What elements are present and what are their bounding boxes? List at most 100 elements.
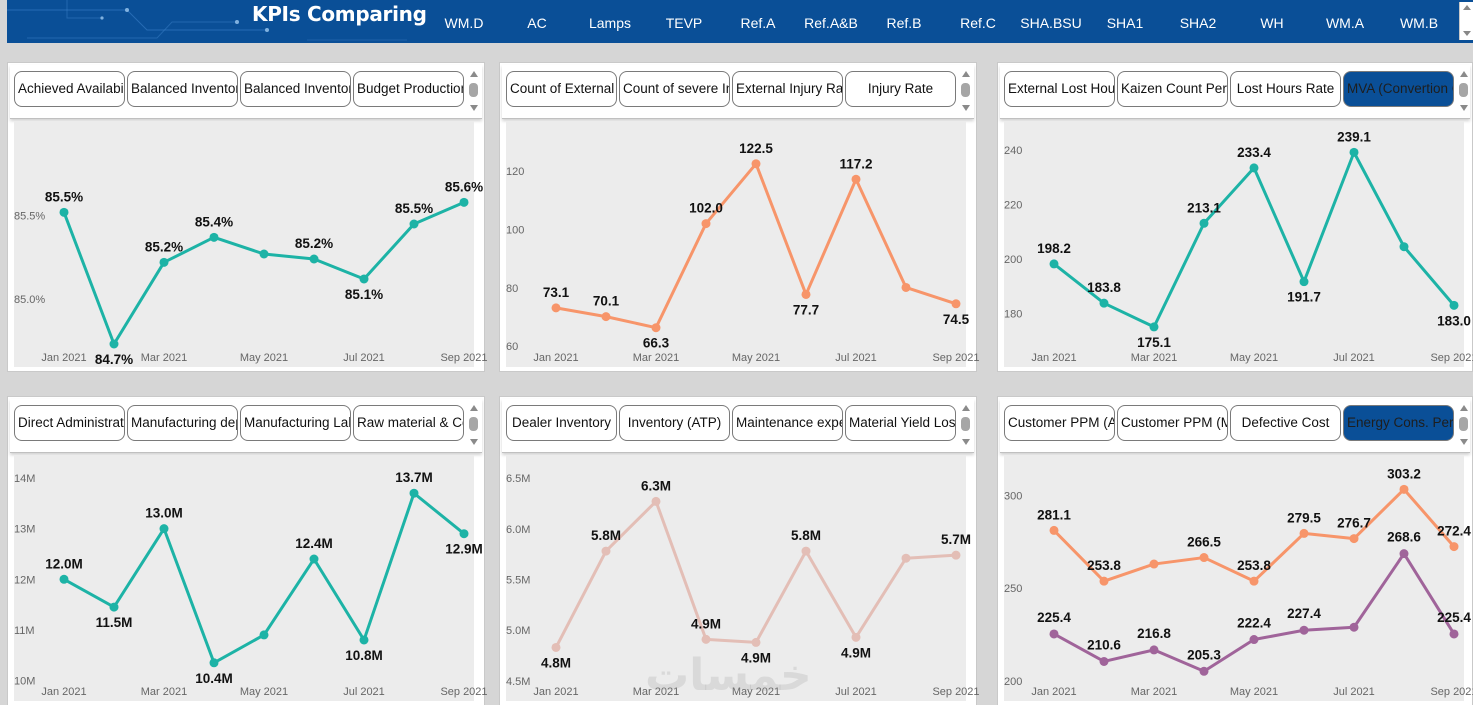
nav-button-ref-a[interactable]: Ref.A (740, 15, 776, 31)
data-point[interactable] (601, 312, 611, 322)
data-point[interactable] (1449, 300, 1459, 310)
slicer-chip[interactable]: Count of severe Inju (619, 71, 730, 107)
nav-button-wm-d[interactable]: WM.D (444, 15, 484, 31)
slicer-scrollbar[interactable] (468, 403, 480, 447)
data-point[interactable] (109, 602, 119, 612)
nav-button-ac[interactable]: AC (527, 15, 547, 31)
data-point[interactable] (59, 207, 69, 217)
nav-button-lamps[interactable]: Lamps (588, 15, 632, 31)
data-point[interactable] (1299, 528, 1309, 538)
scroll-thumb[interactable] (961, 417, 970, 431)
data-point[interactable] (1049, 629, 1059, 639)
nav-scrollbar[interactable] (1459, 2, 1473, 40)
nav-button-sha2[interactable]: SHA2 (1179, 15, 1217, 31)
data-point[interactable] (259, 630, 269, 640)
slicer-chip[interactable]: Injury Rate (845, 71, 956, 107)
data-point[interactable] (409, 219, 419, 229)
slicer-chip[interactable]: Manufacturing Labo (240, 405, 351, 441)
slicer-chip[interactable]: Balanced Inventory (240, 71, 351, 107)
scroll-down-icon[interactable] (1463, 31, 1471, 36)
nav-button-sha-bsu[interactable]: SHA.BSU (1020, 15, 1082, 31)
scroll-up-icon[interactable] (962, 405, 970, 411)
data-point[interactable] (409, 488, 419, 498)
data-point[interactable] (651, 323, 661, 333)
data-point[interactable] (1199, 553, 1209, 563)
scroll-up-icon[interactable] (470, 71, 478, 77)
slicer-chip[interactable]: External Injury Rate (732, 71, 843, 107)
scroll-down-icon[interactable] (962, 105, 970, 111)
data-point[interactable] (851, 174, 861, 184)
data-point[interactable] (901, 553, 911, 563)
data-point[interactable] (1199, 218, 1209, 228)
nav-button-tevp[interactable]: TEVP (665, 15, 703, 31)
data-point[interactable] (1149, 322, 1159, 332)
data-point[interactable] (159, 524, 169, 534)
slicer-chip[interactable]: Dealer Inventory (506, 405, 617, 441)
data-point[interactable] (801, 546, 811, 556)
data-point[interactable] (459, 197, 469, 207)
data-point[interactable] (1049, 259, 1059, 269)
data-point[interactable] (1449, 542, 1459, 552)
data-point[interactable] (1099, 298, 1109, 308)
nav-button-wh[interactable]: WH (1260, 15, 1284, 31)
scroll-thumb[interactable] (1459, 83, 1468, 97)
slicer-chip[interactable]: Manufacturing depr (127, 405, 238, 441)
data-point[interactable] (209, 658, 219, 668)
data-point[interactable] (801, 289, 811, 299)
slicer-chip[interactable]: Maintenance exper (732, 405, 843, 441)
scroll-up-icon[interactable] (470, 405, 478, 411)
slicer-chip[interactable]: Defective Cost (1230, 405, 1341, 441)
data-point[interactable] (751, 637, 761, 647)
nav-button-wm-a[interactable]: WM.A (1325, 15, 1365, 31)
data-point[interactable] (159, 257, 169, 267)
data-point[interactable] (109, 339, 119, 349)
slicer-chip[interactable]: Achieved Availabilit (14, 71, 125, 107)
scroll-thumb[interactable] (469, 417, 478, 431)
data-point[interactable] (901, 282, 911, 292)
slicer-chip[interactable]: Customer PPM (Mo (1117, 405, 1228, 441)
slicer-scrollbar[interactable] (468, 69, 480, 113)
data-point[interactable] (551, 303, 561, 313)
data-point[interactable] (309, 254, 319, 264)
data-point[interactable] (1099, 576, 1109, 586)
slicer-chip[interactable]: Energy Cons. Per U (1343, 405, 1454, 441)
data-point[interactable] (1349, 622, 1359, 632)
data-point[interactable] (1249, 576, 1259, 586)
slicer-chip[interactable]: Raw material & Cor (353, 405, 464, 441)
data-point[interactable] (209, 232, 219, 242)
scroll-up-icon[interactable] (1460, 71, 1468, 77)
data-point[interactable] (1149, 559, 1159, 569)
data-point[interactable] (1199, 666, 1209, 676)
data-point[interactable] (1449, 629, 1459, 639)
slicer-scrollbar[interactable] (960, 403, 972, 447)
data-point[interactable] (1249, 163, 1259, 173)
scroll-down-icon[interactable] (1460, 105, 1468, 111)
slicer-chip[interactable]: Count of External s (506, 71, 617, 107)
data-point[interactable] (951, 550, 961, 560)
scroll-up-icon[interactable] (962, 71, 970, 77)
slicer-chip[interactable]: External Lost Hours (1004, 71, 1115, 107)
slicer-scrollbar[interactable] (1458, 69, 1470, 113)
data-point[interactable] (551, 642, 561, 652)
scroll-down-icon[interactable] (470, 439, 478, 445)
data-point[interactable] (1299, 277, 1309, 287)
slicer-chip[interactable]: Kaizen Count Per 1 (1117, 71, 1228, 107)
slicer-chip[interactable]: Direct Administratic (14, 405, 125, 441)
data-point[interactable] (1399, 549, 1409, 559)
data-point[interactable] (1299, 625, 1309, 635)
slicer-scrollbar[interactable] (1458, 403, 1470, 447)
slicer-chip[interactable]: Customer PPM (An (1004, 405, 1115, 441)
slicer-chip[interactable]: MVA (Convertion C (1343, 71, 1454, 107)
slicer-chip[interactable]: Material Yield Losse (845, 405, 956, 441)
slicer-scrollbar[interactable] (960, 69, 972, 113)
data-point[interactable] (1049, 525, 1059, 535)
slicer-chip[interactable]: Budget Production (353, 71, 464, 107)
data-point[interactable] (359, 274, 369, 284)
data-point[interactable] (1249, 635, 1259, 645)
slicer-chip[interactable]: Balanced Inventory (127, 71, 238, 107)
nav-button-ref-a-b[interactable]: Ref.A&B (804, 15, 858, 31)
slicer-chip[interactable]: Inventory (ATP) (619, 405, 730, 441)
nav-button-sha1[interactable]: SHA1 (1106, 15, 1144, 31)
nav-button-ref-c[interactable]: Ref.C (960, 15, 996, 31)
data-point[interactable] (851, 632, 861, 642)
